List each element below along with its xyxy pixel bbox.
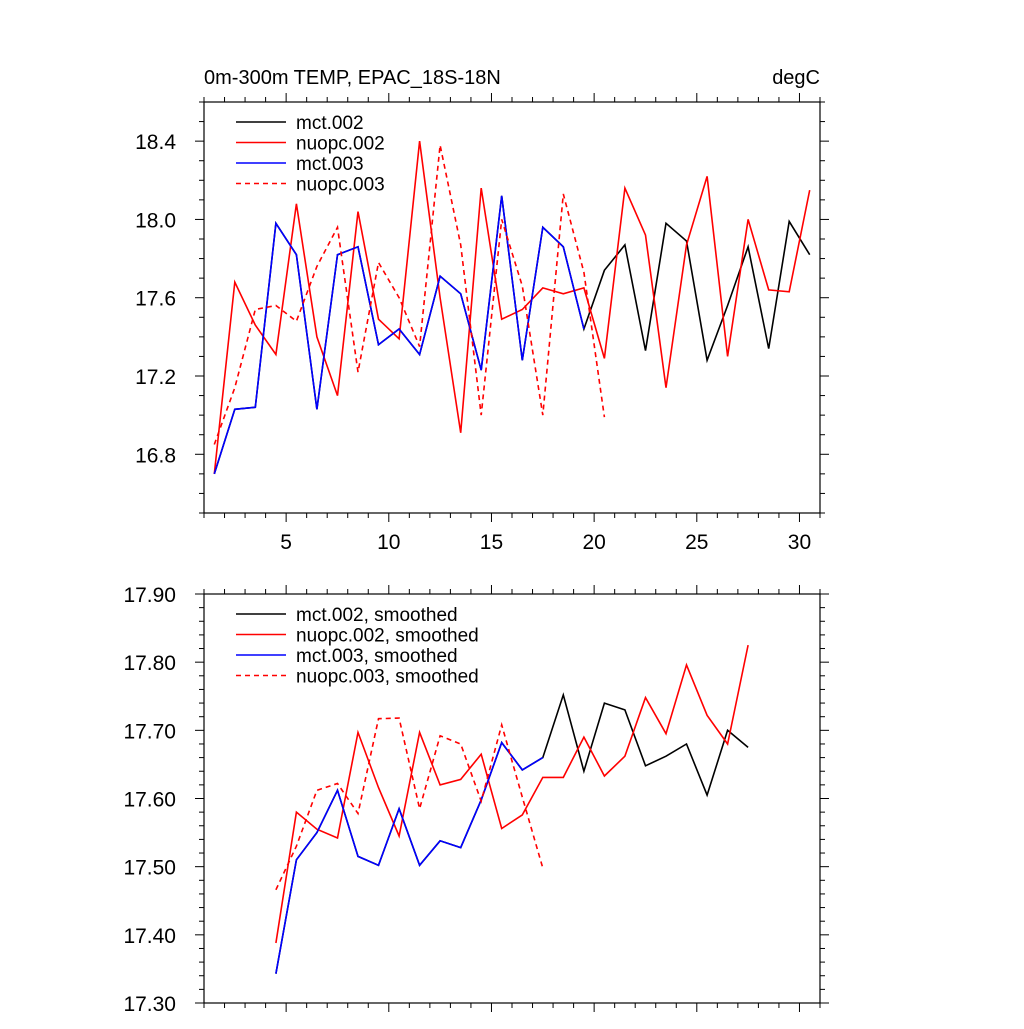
series-line-mct-002 [213,195,811,475]
x-tick-label: 20 [582,531,605,554]
x-tick-label: 25 [685,531,708,554]
series-line-nuopc-002 [213,140,811,474]
x-axis-ticks [203,585,821,1012]
y-tick-label: 17.50 [123,857,176,880]
legend-label: mct.002 [296,113,364,134]
y-tick-label: 17.80 [123,652,176,675]
y-axis-ticks [195,593,829,1004]
legend-label: nuopc.003 [296,175,385,196]
legend-label: mct.003, smoothed [296,646,458,667]
x-tick-label: 15 [480,531,503,554]
units-label: degC [772,67,820,89]
y-tick-label: 17.60 [123,789,176,812]
x-tick-label: 5 [280,531,292,554]
series-line-mct-003-smoothed [275,740,544,974]
chart-title: 0m-300m TEMP, EPAC_18S-18N [204,67,501,89]
series-line-nuopc-003-smoothed [275,717,544,891]
y-tick-label: 16.8 [135,444,176,467]
series-line-mct-002-smoothed [275,692,749,974]
x-tick-label: 10 [377,531,400,554]
x-axis-ticks [203,93,821,522]
legend-label: mct.002, smoothed [296,605,458,626]
y-tick-label: 17.6 [135,288,176,311]
legend-label: mct.003 [296,154,364,175]
chart-panel-2: 17.30 17.40 17.50 17.60 17.70 17.80 17.90 mct.0… [123,584,829,1016]
y-tick-label: 17.30 [123,993,176,1016]
legend-label: nuopc.002 [296,134,385,155]
x-tick-label: 30 [788,531,811,554]
y-tick-label: 17.2 [135,366,176,389]
y-tick-label: 18.0 [135,209,176,232]
series-group [213,140,811,475]
y-tick-label: 17.40 [123,925,176,948]
series-line-mct-003 [213,195,585,475]
legend-label: nuopc.003, smoothed [296,667,479,688]
y-tick-label: 17.90 [123,584,176,607]
series-line-nuopc-002-smoothed [275,644,749,944]
chart-panel-1: 5 10 15 20 25 30 16.8 17.2 17.6 18.0 18.4 0m-300m T… [135,67,829,554]
y-axis-ticks [195,101,829,514]
series-line-nuopc-003 [213,144,606,445]
series-group [275,644,749,974]
y-tick-label: 17.70 [123,720,176,743]
y-tick-label: 18.4 [135,131,176,154]
legend-label: nuopc.002, smoothed [296,626,479,647]
